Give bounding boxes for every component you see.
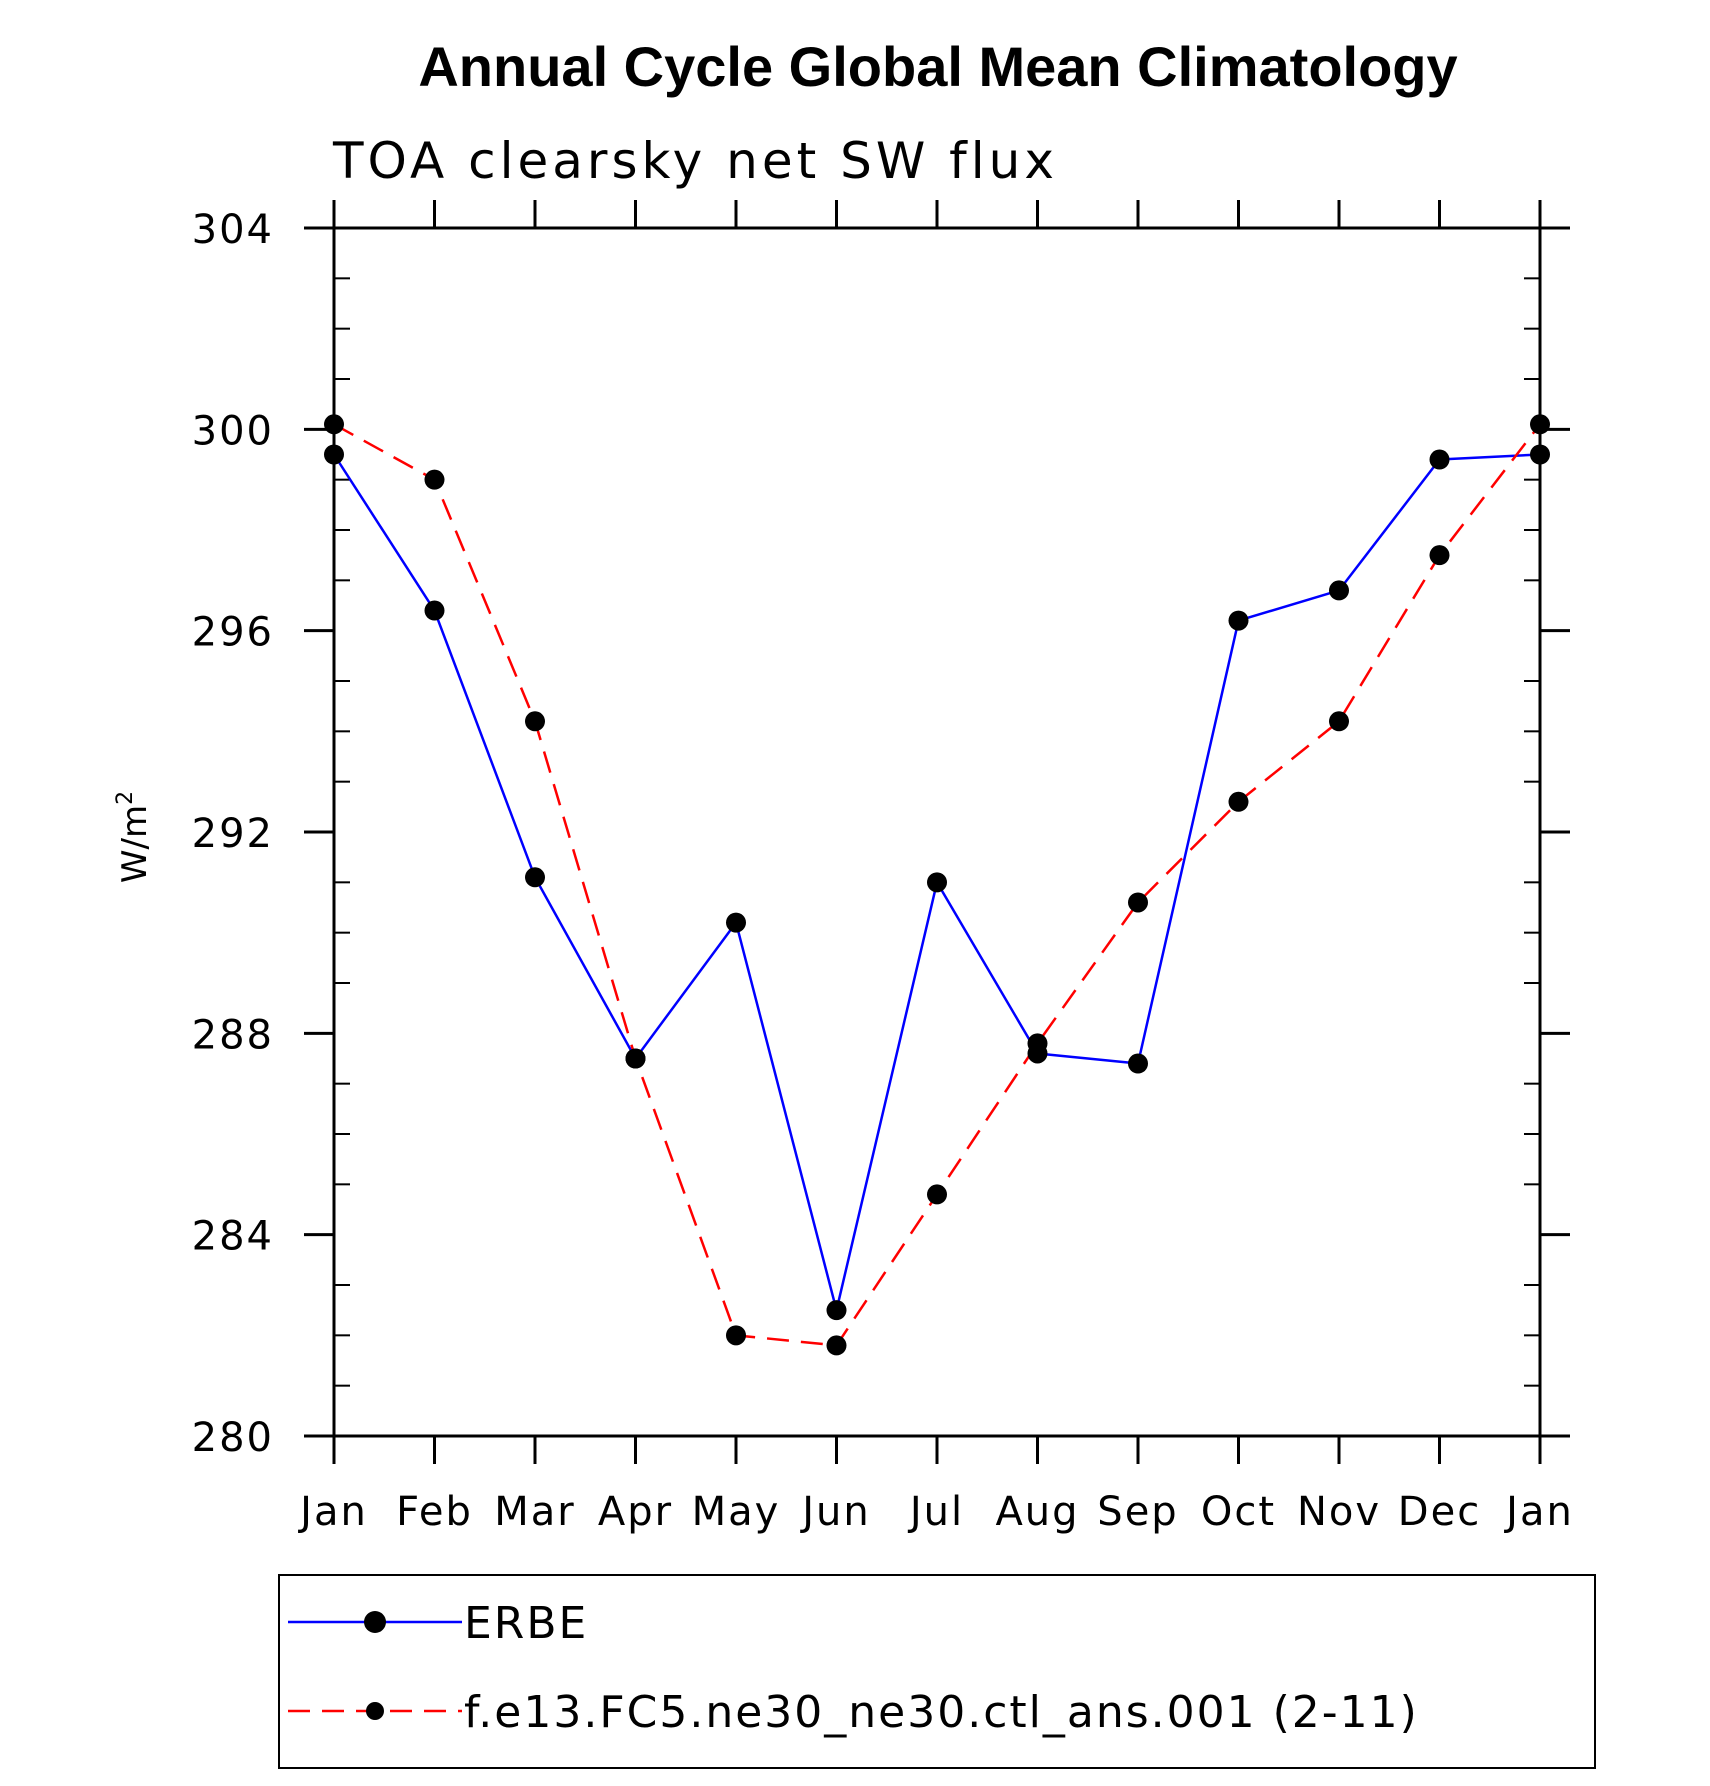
series-1-marker bbox=[927, 872, 947, 893]
x-tick-label: Jan bbox=[1503, 1489, 1574, 1535]
y-tick-label: 304 bbox=[192, 207, 274, 253]
series-2-marker bbox=[826, 1335, 847, 1356]
x-tick-label: Jun bbox=[799, 1489, 871, 1535]
series-1-marker bbox=[324, 444, 344, 465]
series-2-marker bbox=[1228, 791, 1249, 812]
series-2-marker bbox=[927, 1184, 947, 1205]
y-tick-label: 300 bbox=[192, 408, 274, 454]
legend-label-1: ERBE bbox=[464, 1598, 588, 1649]
x-tick-label: Aug bbox=[995, 1489, 1079, 1535]
legend-marker-2 bbox=[366, 1702, 384, 1720]
series-1-marker bbox=[424, 600, 445, 621]
legend-box bbox=[278, 1574, 1596, 1769]
y-tick-label: 288 bbox=[192, 1012, 274, 1058]
series-2-marker bbox=[525, 711, 545, 732]
x-tick-label: Sep bbox=[1097, 1489, 1178, 1535]
y-axis-label-sup: 2 bbox=[113, 791, 138, 805]
series-2-marker bbox=[726, 1325, 746, 1346]
series-1-marker bbox=[726, 912, 746, 933]
x-tick-label: Jan bbox=[297, 1489, 368, 1535]
legend-label-2: f.e13.FC5.ne30_ne30.ctl_ans.001 (2-11) bbox=[464, 1687, 1419, 1738]
series-1-marker bbox=[1128, 1053, 1148, 1074]
x-axis-ticks: Jan Feb Mar Apr May Jun Jul Aug Sep Oct Nov Dec Jan bbox=[297, 200, 1574, 1535]
x-tick-label: Nov bbox=[1297, 1489, 1381, 1535]
x-tick-label: Apr bbox=[598, 1489, 673, 1535]
x-tick-label: Jul bbox=[907, 1489, 964, 1535]
y-axis-label: W/m2 bbox=[113, 791, 155, 883]
x-tick-label: Mar bbox=[494, 1489, 575, 1535]
y-tick-label: 296 bbox=[192, 610, 274, 656]
plot-frame bbox=[332, 226, 1542, 1438]
series-2-marker bbox=[324, 414, 344, 435]
series-2-marker bbox=[1027, 1033, 1048, 1054]
series-2-marker bbox=[1329, 711, 1349, 732]
series-1-marker bbox=[1228, 610, 1249, 631]
series-1-marker bbox=[1429, 449, 1450, 470]
y-tick-label: 292 bbox=[192, 811, 274, 857]
series-1-marker bbox=[525, 867, 545, 888]
series-2-marker bbox=[424, 469, 445, 490]
y-tick-label: 280 bbox=[192, 1415, 274, 1461]
legend: ERBE f.e13.FC5.ne30_ne30.ctl_ans.001 (2-1… bbox=[288, 1598, 1419, 1738]
series-1-marker bbox=[826, 1300, 847, 1321]
chart-subtitle: TOA clearsky net SW flux bbox=[332, 132, 1058, 190]
x-tick-label: Feb bbox=[396, 1489, 473, 1535]
series-1-marker bbox=[1530, 444, 1550, 465]
x-tick-label: May bbox=[692, 1489, 781, 1535]
x-tick-label: Dec bbox=[1398, 1489, 1481, 1535]
y-axis-ticks: 280 284 288 292 296 300 304 bbox=[192, 207, 1570, 1461]
series-layer bbox=[324, 414, 1550, 1356]
series-2-marker bbox=[625, 1048, 646, 1069]
y-axis-label-text: W/m bbox=[115, 805, 155, 883]
series-2-marker bbox=[1128, 892, 1148, 913]
series-2-marker bbox=[1429, 545, 1450, 566]
series-2-marker bbox=[1530, 414, 1550, 435]
legend-marker-1 bbox=[364, 1611, 386, 1633]
x-tick-label: Oct bbox=[1201, 1489, 1276, 1535]
series-1-marker bbox=[1329, 580, 1349, 601]
chart-title: Annual Cycle Global Mean Climatology bbox=[418, 35, 1457, 98]
y-tick-label: 284 bbox=[192, 1214, 274, 1260]
